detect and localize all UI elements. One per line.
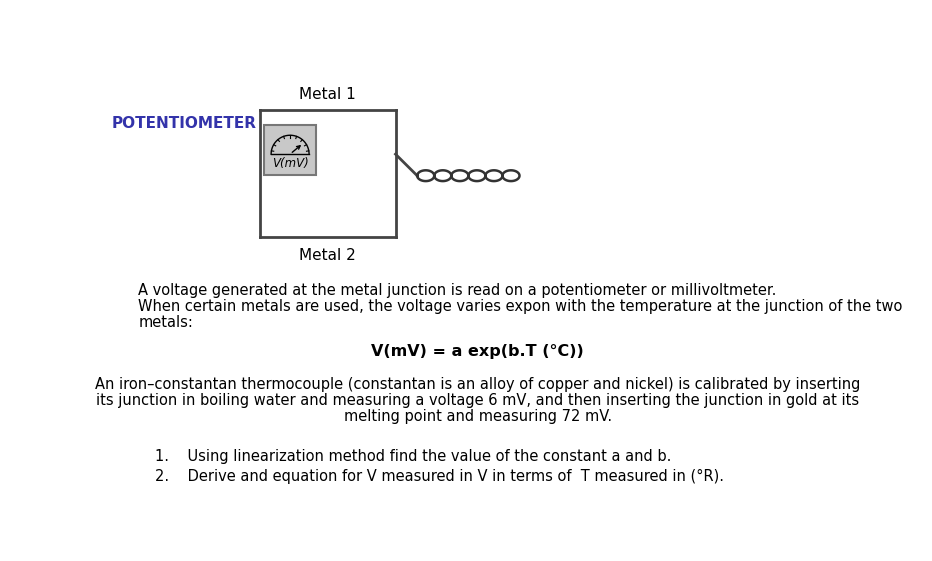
Text: 1.    Using linearization method find the value of the constant a and b.: 1. Using linearization method find the v… (156, 449, 672, 465)
Text: V(mV): V(mV) (272, 157, 308, 170)
Text: melting point and measuring 72 mV.: melting point and measuring 72 mV. (344, 409, 611, 424)
Text: A voltage generated at the metal junction is read on a potentiometer or millivol: A voltage generated at the metal junctio… (138, 283, 776, 298)
Text: Metal 2: Metal 2 (299, 247, 356, 263)
Text: metals:: metals: (138, 315, 193, 330)
Text: its junction in boiling water and measuring a voltage 6 mV, and then inserting t: its junction in boiling water and measur… (96, 393, 859, 408)
Text: When certain metals are used, the voltage varies expon with the temperature at t: When certain metals are used, the voltag… (138, 299, 902, 314)
Text: POTENTIOMETER: POTENTIOMETER (112, 116, 257, 131)
Text: Metal 1: Metal 1 (299, 87, 356, 102)
FancyBboxPatch shape (264, 125, 317, 175)
Text: An iron–constantan thermocouple (constantan is an alloy of copper and nickel) is: An iron–constantan thermocouple (constan… (95, 376, 860, 392)
Text: 2.    Derive and equation for V measured in V in terms of  T measured in (°R).: 2. Derive and equation for V measured in… (156, 469, 724, 484)
Text: V(mV) = a exp(b.T (°C)): V(mV) = a exp(b.T (°C)) (371, 344, 584, 360)
